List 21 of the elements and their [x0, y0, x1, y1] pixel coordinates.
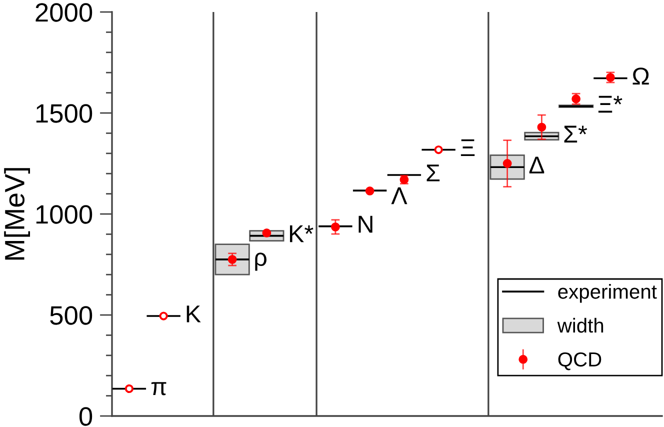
annotation: Λ [391, 187, 408, 204]
y-axis-title: M[MeV] [4, 168, 30, 260]
annotation: Ξ* [598, 96, 622, 113]
annotation: π [151, 382, 166, 396]
annotation: Σ* [564, 126, 588, 143]
y-tick-label: 1000 [36, 205, 92, 224]
annotation: K [186, 306, 201, 322]
annotation: ρ [255, 252, 266, 271]
y-tick-label: 2000 [36, 3, 92, 22]
y-tick-label: 1500 [36, 104, 92, 123]
y-tick-label: 0 [79, 407, 92, 426]
legend-label: experiment [558, 284, 657, 303]
annotation: Δ [529, 156, 544, 174]
annotation: Ω [632, 68, 649, 85]
legend-label: width [557, 318, 604, 333]
annotation: N [358, 216, 372, 233]
y-tick-label: 500 [50, 306, 92, 325]
legend-label: QCD [558, 352, 602, 370]
annotation: Σ [426, 164, 440, 182]
annotation: Ξ [460, 139, 475, 156]
annotation: K* [290, 225, 314, 242]
